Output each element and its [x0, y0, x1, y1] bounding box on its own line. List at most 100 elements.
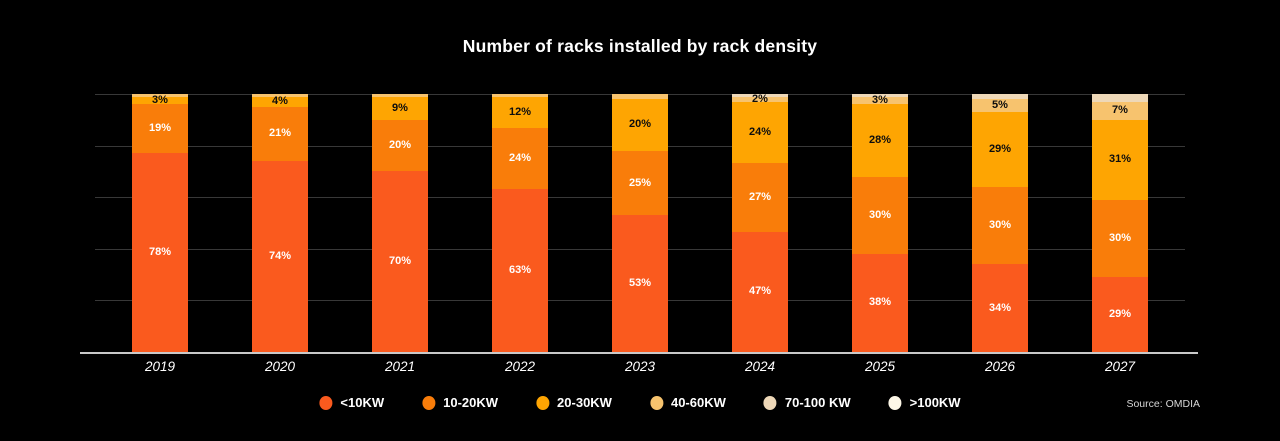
segment-label: 2%: [752, 92, 768, 105]
source-credit: Source: OMDIA: [1126, 398, 1200, 410]
segment-label: 20%: [628, 118, 652, 131]
legend-dot-icon: [319, 395, 333, 410]
segment-label: 29%: [988, 142, 1012, 155]
bar-segment-2020-40-60KW: [252, 94, 308, 97]
bar-segment-2020-<10KW: 74%: [252, 161, 308, 352]
legend-dot-icon: [763, 395, 777, 410]
segment-label: 38%: [868, 296, 892, 309]
segment-label: 34%: [988, 301, 1012, 314]
legend-label: <10KW: [340, 395, 385, 410]
bar-segment-2023-10-20KW: 25%: [612, 150, 668, 216]
legend-item-70-100 KW: 70-100 KW: [763, 395, 851, 410]
segment-label: 63%: [508, 264, 532, 277]
segment-label: 12%: [508, 105, 532, 118]
bar-segment-2023-20-30KW: 20%: [612, 99, 668, 151]
segment-label: 74%: [268, 250, 292, 263]
bar-segment-2020-10-20KW: 21%: [252, 106, 308, 162]
bar-segment-2019-10-20KW: 19%: [132, 104, 188, 153]
segment-label: 70%: [388, 255, 412, 268]
legend-dot-icon: [888, 395, 902, 410]
legend-item-10-20KW: 10-20KW: [422, 395, 498, 410]
x-tick-label-2026: 2026: [984, 359, 1016, 374]
segment-label: 31%: [1108, 153, 1132, 166]
segment-label: 28%: [868, 133, 892, 146]
x-tick-label-2022: 2022: [504, 359, 536, 374]
legend-item-40-60KW: 40-60KW: [649, 395, 726, 410]
bar-segment-2027-<10KW: 29%: [1092, 277, 1148, 352]
bar-slot-2021: 70% 20% 9% 2021: [340, 94, 460, 374]
segment-label: 9%: [392, 101, 408, 114]
bar-segment-2022-40-60KW: [492, 94, 548, 97]
legend-label: 10-20KW: [443, 395, 499, 410]
stacked-bar-2024: 47% 27% 24% 2%: [732, 92, 788, 352]
x-tick-label-2023: 2023: [624, 359, 656, 374]
plot-area: 78% 19% 3% 2019 74% 21% 4% 2020 70% 20% 9% 2021 63% 2…: [95, 92, 1185, 374]
bar-segment-2021-20-30KW: 9%: [372, 96, 428, 120]
stacked-bar-2027: 29% 30% 31% 7%: [1092, 94, 1148, 352]
bar-segment-2024-<10KW: 47%: [732, 231, 788, 352]
x-axis-line: [80, 352, 1198, 354]
bar-slot-2024: 47% 27% 24% 2% 2024: [700, 92, 820, 374]
bar-segment-2021-10-20KW: 20%: [372, 119, 428, 172]
segment-label: 78%: [148, 245, 172, 258]
bar-slot-2027: 29% 30% 31% 7% 2027: [1060, 94, 1180, 374]
segment-label: 24%: [748, 125, 772, 138]
segment-label: 53%: [628, 277, 652, 290]
bar-segment-2026-<10KW: 34%: [972, 264, 1028, 352]
bar-segment-2024-70-100 KW: [732, 94, 788, 97]
x-tick-label-2027: 2027: [1104, 359, 1136, 374]
bar-segment-2025-10-20KW: 30%: [852, 176, 908, 254]
bar-segment-2023-<10KW: 53%: [612, 215, 668, 352]
segment-label: 30%: [868, 208, 892, 221]
bar-slot-2023: 53% 25% 20% 2023: [580, 94, 700, 374]
bar-segment-2022-<10KW: 63%: [492, 189, 548, 352]
bar-slot-2020: 74% 21% 4% 2020: [220, 94, 340, 374]
bar-segment-2019-20-30KW: 3%: [132, 94, 188, 105]
bar-segment-2026-10-20KW: 30%: [972, 186, 1028, 265]
x-tick-label-2021: 2021: [384, 359, 416, 374]
segment-label: 7%: [1112, 104, 1128, 117]
stacked-bar-2022: 63% 24% 12%: [492, 94, 548, 352]
stacked-bar-2020: 74% 21% 4%: [252, 94, 308, 352]
segment-label: 27%: [748, 190, 772, 203]
bar-slot-2026: 34% 30% 29% 5% 2026: [940, 94, 1060, 374]
segment-label: 24%: [508, 151, 532, 164]
bar-segment-2025-<10KW: 38%: [852, 253, 908, 352]
bar-segment-2027-40-60KW: 7%: [1092, 101, 1148, 120]
stacked-bar-2021: 70% 20% 9%: [372, 94, 428, 352]
bar-segment-2024-10-20KW: 27%: [732, 162, 788, 232]
segment-label: 19%: [148, 121, 172, 134]
stacked-bar-2025: 38% 30% 28% 3%: [852, 94, 908, 352]
bar-segment-2021-<10KW: 70%: [372, 171, 428, 352]
bar-segment-2021-40-60KW: [372, 94, 428, 97]
segment-label: 30%: [1108, 231, 1132, 244]
bar-segment-2022-20-30KW: 12%: [492, 96, 548, 128]
bar-segment-2027-10-20KW: 30%: [1092, 199, 1148, 278]
legend-label: 20-30KW: [557, 395, 612, 410]
bar-segment-2025-20-30KW: 28%: [852, 104, 908, 177]
x-tick-label-2019: 2019: [144, 359, 176, 374]
segment-label: 47%: [748, 285, 772, 298]
segment-label: 4%: [272, 95, 288, 108]
bar-segment-2025-40-60KW: 3%: [852, 93, 908, 106]
stacked-bar-2019: 78% 19% 3%: [132, 94, 188, 352]
legend-item-20-30KW: 20-30KW: [536, 395, 612, 410]
segment-label: 3%: [872, 93, 888, 106]
legend-dot-icon: [422, 395, 436, 410]
bar-segment-2019-40-60KW: [132, 94, 188, 97]
segment-label: 25%: [628, 176, 652, 189]
bar-segment-2026-40-60KW: 5%: [972, 99, 1028, 113]
bar-segment-2022-10-20KW: 24%: [492, 127, 548, 190]
segment-label: 30%: [988, 219, 1012, 232]
legend-label: >100KW: [909, 395, 961, 410]
bar-slot-2022: 63% 24% 12% 2022: [460, 94, 580, 374]
legend: <10KW 10-20KW 20-30KW 40-60KW 70-100 KW >100K…: [319, 395, 961, 410]
stacked-bar-2023: 53% 25% 20%: [612, 94, 668, 352]
stacked-bar-2026: 34% 30% 29% 5%: [972, 94, 1028, 352]
x-tick-label-2020: 2020: [264, 359, 296, 374]
bar-slot-2025: 38% 30% 28% 3% 2025: [820, 94, 940, 374]
bar-segment-2020-20-30KW: 4%: [252, 95, 308, 108]
legend-dot-icon: [649, 395, 663, 410]
legend-dot-icon: [536, 395, 550, 410]
